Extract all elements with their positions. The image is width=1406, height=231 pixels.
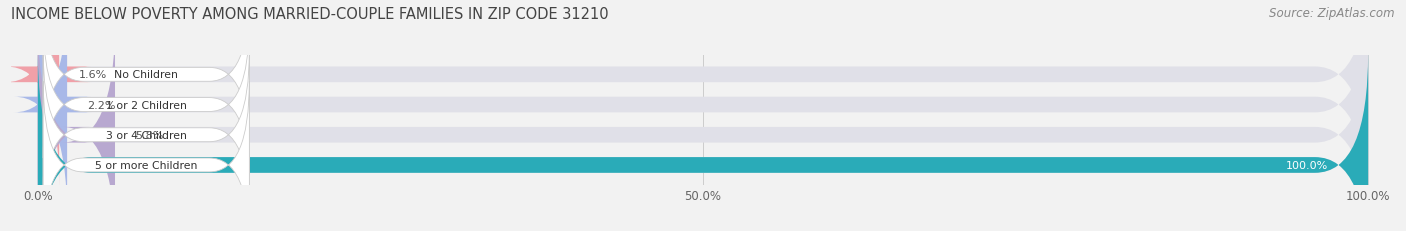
- FancyBboxPatch shape: [38, 0, 1368, 218]
- Text: 1 or 2 Children: 1 or 2 Children: [105, 100, 187, 110]
- Text: INCOME BELOW POVERTY AMONG MARRIED-COUPLE FAMILIES IN ZIP CODE 31210: INCOME BELOW POVERTY AMONG MARRIED-COUPL…: [11, 7, 609, 22]
- FancyBboxPatch shape: [38, 0, 1368, 188]
- Text: No Children: No Children: [114, 70, 179, 80]
- FancyBboxPatch shape: [6, 0, 91, 188]
- FancyBboxPatch shape: [38, 23, 115, 231]
- Text: Source: ZipAtlas.com: Source: ZipAtlas.com: [1270, 7, 1395, 20]
- FancyBboxPatch shape: [44, 82, 249, 231]
- Text: 3 or 4 Children: 3 or 4 Children: [105, 130, 187, 140]
- FancyBboxPatch shape: [44, 0, 249, 158]
- FancyBboxPatch shape: [38, 53, 1368, 231]
- FancyBboxPatch shape: [14, 0, 91, 218]
- Text: 100.0%: 100.0%: [1286, 160, 1329, 170]
- FancyBboxPatch shape: [44, 52, 249, 219]
- FancyBboxPatch shape: [44, 22, 249, 188]
- Text: 2.2%: 2.2%: [87, 100, 115, 110]
- Text: 5 or more Children: 5 or more Children: [96, 160, 197, 170]
- Text: 1.6%: 1.6%: [79, 70, 107, 80]
- FancyBboxPatch shape: [38, 23, 1368, 231]
- FancyBboxPatch shape: [38, 53, 1368, 231]
- Text: 5.8%: 5.8%: [135, 130, 163, 140]
